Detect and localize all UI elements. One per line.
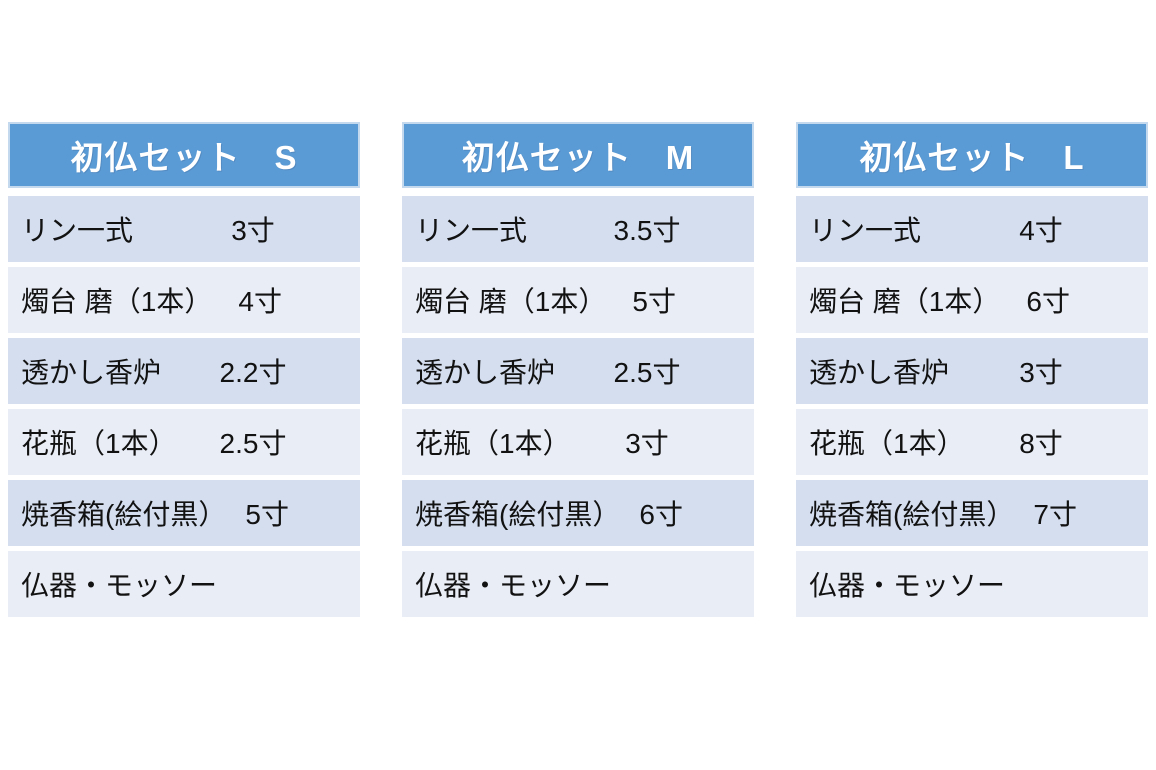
item-name: 燭台 磨（1本） — [415, 286, 607, 317]
table-title: 初仏セット L — [796, 122, 1148, 188]
table-row: リン一式 3寸 — [8, 196, 360, 262]
item-size: 7寸 — [1033, 499, 1077, 530]
table-title: 初仏セット M — [402, 122, 754, 188]
item-size: 5寸 — [245, 499, 289, 530]
item-name: 仏器・モッソー — [809, 570, 1006, 601]
item-name: 焼香箱(絵付黒） — [415, 499, 621, 530]
item-name: 透かし香炉 — [21, 357, 162, 388]
table-row: 焼香箱(絵付黒） 7寸 — [796, 480, 1148, 546]
table-row: リン一式 4寸 — [796, 196, 1148, 262]
table-row: 透かし香炉 3寸 — [796, 338, 1148, 404]
item-name: リン一式 — [21, 215, 134, 246]
table-title: 初仏セット S — [8, 122, 360, 188]
table-row: リン一式 3.5寸 — [402, 196, 754, 262]
table-row: 透かし香炉 2.5寸 — [402, 338, 754, 404]
item-size: 3寸 — [625, 428, 669, 459]
item-size: 6寸 — [1026, 286, 1070, 317]
item-size: 3.5寸 — [613, 215, 681, 246]
table-body: リン一式 4寸 燭台 磨（1本） 6寸 透かし香炉 3寸 花瓶（1本） 8寸 焼… — [796, 196, 1148, 617]
item-name: 焼香箱(絵付黒） — [809, 499, 1015, 530]
table-row: 仏器・モッソー — [402, 551, 754, 617]
table-row: 花瓶（1本） 3寸 — [402, 409, 754, 475]
item-name: 花瓶（1本） — [21, 428, 177, 459]
item-name: 仏器・モッソー — [415, 570, 612, 601]
item-size: 2.5寸 — [613, 357, 681, 388]
table-row: 燭台 磨（1本） 5寸 — [402, 267, 754, 333]
item-size: 3寸 — [1019, 357, 1063, 388]
item-name: リン一式 — [415, 215, 528, 246]
table-row: 燭台 磨（1本） 4寸 — [8, 267, 360, 333]
table-row: 仏器・モッソー — [796, 551, 1148, 617]
item-size: 6寸 — [639, 499, 683, 530]
table-row: 焼香箱(絵付黒） 6寸 — [402, 480, 754, 546]
table-row: 仏器・モッソー — [8, 551, 360, 617]
item-size: 2.2寸 — [219, 357, 287, 388]
item-name: 透かし香炉 — [809, 357, 950, 388]
item-size: 4寸 — [238, 286, 282, 317]
table-body: リン一式 3寸 燭台 磨（1本） 4寸 透かし香炉 2.2寸 花瓶（1本） 2.… — [8, 196, 360, 617]
table-row: 焼香箱(絵付黒） 5寸 — [8, 480, 360, 546]
item-name: リン一式 — [809, 215, 922, 246]
item-name: 透かし香炉 — [415, 357, 556, 388]
set-tables-group: 初仏セット S リン一式 3寸 燭台 磨（1本） 4寸 透かし香炉 2.2寸 花… — [8, 122, 1148, 617]
set-table-m: 初仏セット M リン一式 3.5寸 燭台 磨（1本） 5寸 透かし香炉 2.5寸… — [402, 122, 754, 617]
item-name: 燭台 磨（1本） — [21, 286, 213, 317]
table-row: 花瓶（1本） 8寸 — [796, 409, 1148, 475]
item-size: 8寸 — [1019, 428, 1063, 459]
item-size: 5寸 — [632, 286, 676, 317]
item-size: 4寸 — [1019, 215, 1063, 246]
set-table-s: 初仏セット S リン一式 3寸 燭台 磨（1本） 4寸 透かし香炉 2.2寸 花… — [8, 122, 360, 617]
item-size: 2.5寸 — [219, 428, 287, 459]
item-name: 仏器・モッソー — [21, 570, 218, 601]
item-name: 焼香箱(絵付黒） — [21, 499, 227, 530]
item-name: 花瓶（1本） — [809, 428, 965, 459]
table-body: リン一式 3.5寸 燭台 磨（1本） 5寸 透かし香炉 2.5寸 花瓶（1本） … — [402, 196, 754, 617]
table-row: 透かし香炉 2.2寸 — [8, 338, 360, 404]
item-size: 3寸 — [231, 215, 275, 246]
table-row: 燭台 磨（1本） 6寸 — [796, 267, 1148, 333]
item-name: 燭台 磨（1本） — [809, 286, 1001, 317]
set-table-l: 初仏セット L リン一式 4寸 燭台 磨（1本） 6寸 透かし香炉 3寸 花瓶（… — [796, 122, 1148, 617]
item-name: 花瓶（1本） — [415, 428, 571, 459]
table-row: 花瓶（1本） 2.5寸 — [8, 409, 360, 475]
